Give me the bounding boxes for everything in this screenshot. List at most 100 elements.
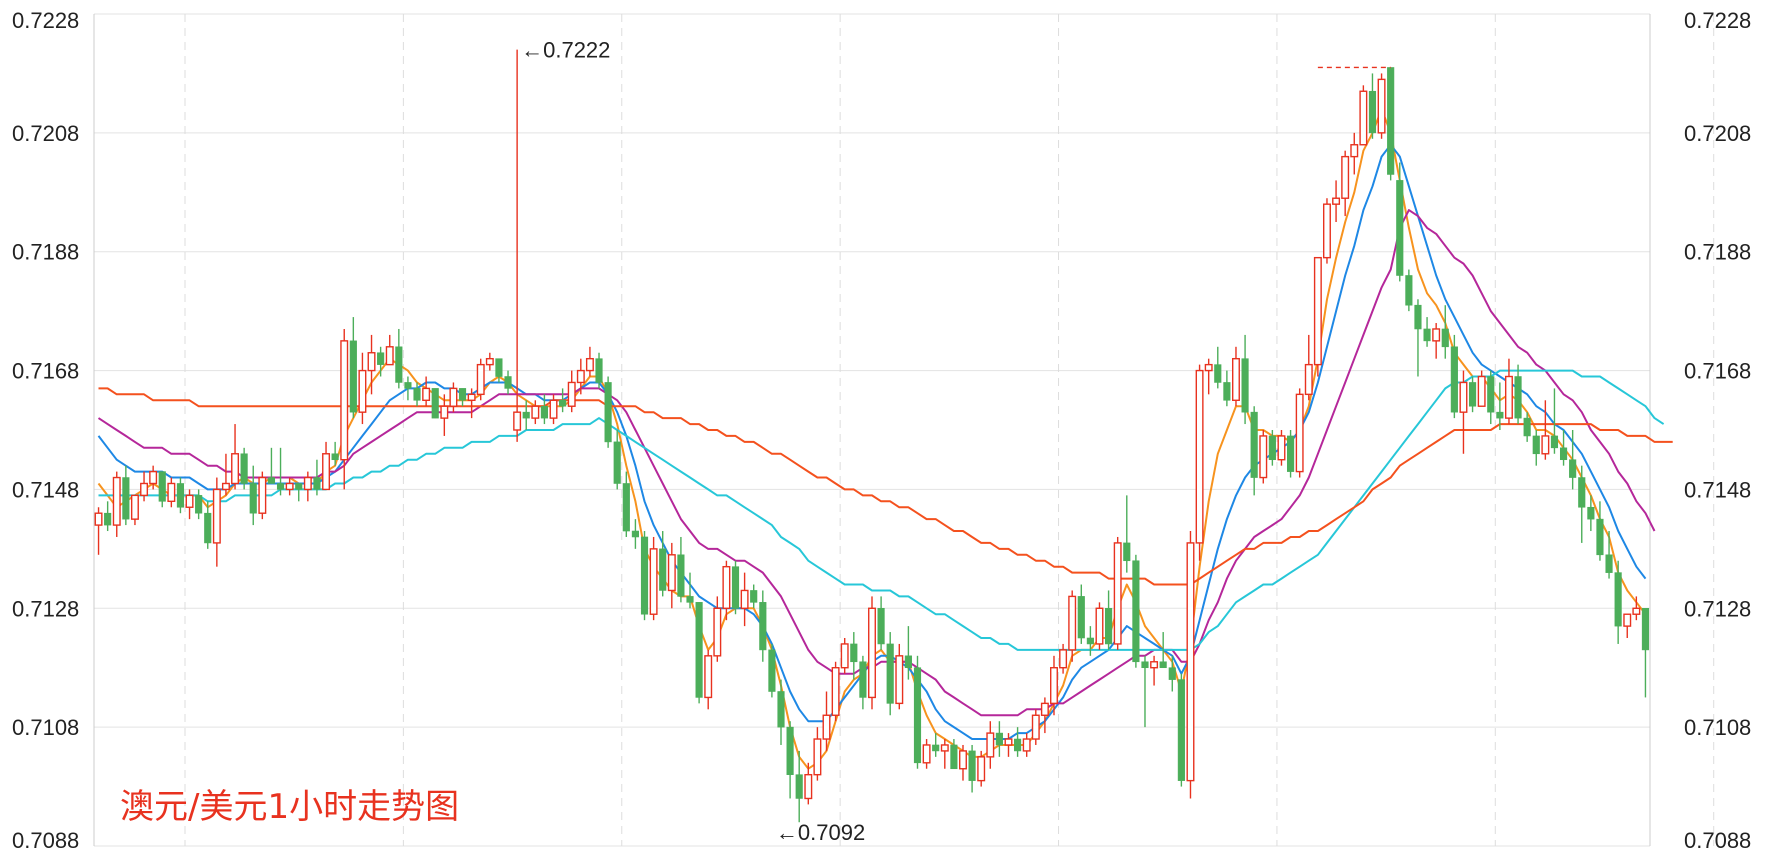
candle-body (1113, 542, 1122, 645)
candle-body (959, 750, 967, 770)
candle-body (140, 482, 149, 497)
candle (249, 465, 257, 526)
candle-body (204, 512, 212, 544)
candle (695, 602, 703, 704)
candle-body (713, 607, 722, 657)
candle (1587, 495, 1595, 532)
candle (1214, 346, 1222, 389)
candle-body (1322, 203, 1331, 259)
y-tick-label-right: 0.7148 (1684, 477, 1751, 502)
candle (1423, 317, 1431, 347)
candle (1150, 655, 1159, 686)
candle (104, 501, 112, 532)
candle-body (1040, 702, 1049, 716)
candle (1095, 602, 1104, 650)
y-tick-label-left: 0.7088 (12, 828, 79, 853)
candle (831, 661, 840, 722)
y-tick-label-right: 0.7108 (1684, 715, 1751, 740)
candle (1268, 430, 1276, 466)
candle-body (859, 661, 867, 698)
candle (622, 471, 630, 537)
candle-body (1578, 477, 1586, 508)
candle (1377, 73, 1386, 139)
candle-body (413, 388, 421, 401)
candle-body (1396, 180, 1404, 276)
candle (959, 744, 967, 781)
candle-body (1095, 607, 1104, 645)
candle (595, 352, 603, 389)
candle-body (276, 483, 285, 490)
candle-body (221, 482, 230, 491)
y-tick-label-right: 0.7128 (1684, 596, 1751, 621)
candle-body (1004, 738, 1013, 746)
candle (868, 596, 876, 710)
chart-title: 澳元/美元1小时走势图 (120, 787, 459, 827)
candle-body (1195, 369, 1204, 544)
candle (1295, 388, 1304, 478)
candle-body (567, 381, 576, 407)
candle-body (1105, 607, 1113, 645)
candle (504, 370, 512, 395)
y-tick-label-left: 0.7148 (12, 477, 79, 502)
candle (385, 334, 394, 366)
candle (322, 441, 331, 491)
candle-body (285, 482, 294, 491)
candle-body (1496, 411, 1504, 419)
candle (585, 346, 594, 377)
candle-body (840, 643, 849, 669)
candle-body (1286, 435, 1295, 472)
candle (340, 328, 349, 490)
candle-body (786, 726, 794, 775)
candle (786, 721, 794, 799)
candle-body (950, 744, 958, 770)
candle (1304, 334, 1313, 401)
candle (1322, 198, 1331, 264)
candle-body (1432, 328, 1441, 342)
candle-body (331, 453, 339, 461)
candle-body (1277, 435, 1286, 461)
candle-body (485, 357, 494, 366)
candles (94, 49, 1650, 823)
candle-body (1596, 518, 1604, 556)
candle (1550, 388, 1559, 454)
candle (576, 358, 585, 395)
candle-body (313, 477, 321, 490)
candle (367, 334, 376, 395)
candle-body (1623, 613, 1632, 627)
candle-body (1632, 607, 1641, 615)
candle-body (585, 357, 594, 372)
candle-body (1050, 667, 1058, 705)
candle-body (622, 483, 630, 532)
candle-body (1514, 376, 1522, 419)
candle-body (1295, 393, 1304, 473)
candle (804, 762, 813, 805)
candle-body (613, 441, 621, 484)
candle (986, 721, 995, 769)
candle (1350, 132, 1359, 175)
candle-body (240, 453, 248, 484)
candle (968, 744, 976, 793)
y-tick-label-left: 0.7128 (12, 596, 79, 621)
candle-body (868, 607, 876, 699)
candle (768, 643, 776, 698)
candle-body (167, 482, 176, 503)
candle-body (1123, 542, 1131, 562)
moving-average-lines (97, 108, 1673, 770)
candle (258, 471, 267, 520)
candle-body (1477, 375, 1486, 407)
candle (513, 49, 522, 442)
candle (777, 679, 785, 745)
candle (495, 358, 503, 383)
candle-body (659, 548, 667, 591)
y-tick-label-left: 0.7208 (12, 121, 79, 146)
candle (140, 471, 149, 502)
candle (659, 531, 667, 597)
candle-body (695, 602, 703, 698)
candle (649, 536, 658, 621)
candle (1441, 305, 1449, 359)
candle-body (377, 352, 385, 365)
candle (686, 572, 694, 609)
candle (886, 632, 894, 716)
candle-body (1468, 382, 1477, 407)
candle (1077, 584, 1085, 644)
